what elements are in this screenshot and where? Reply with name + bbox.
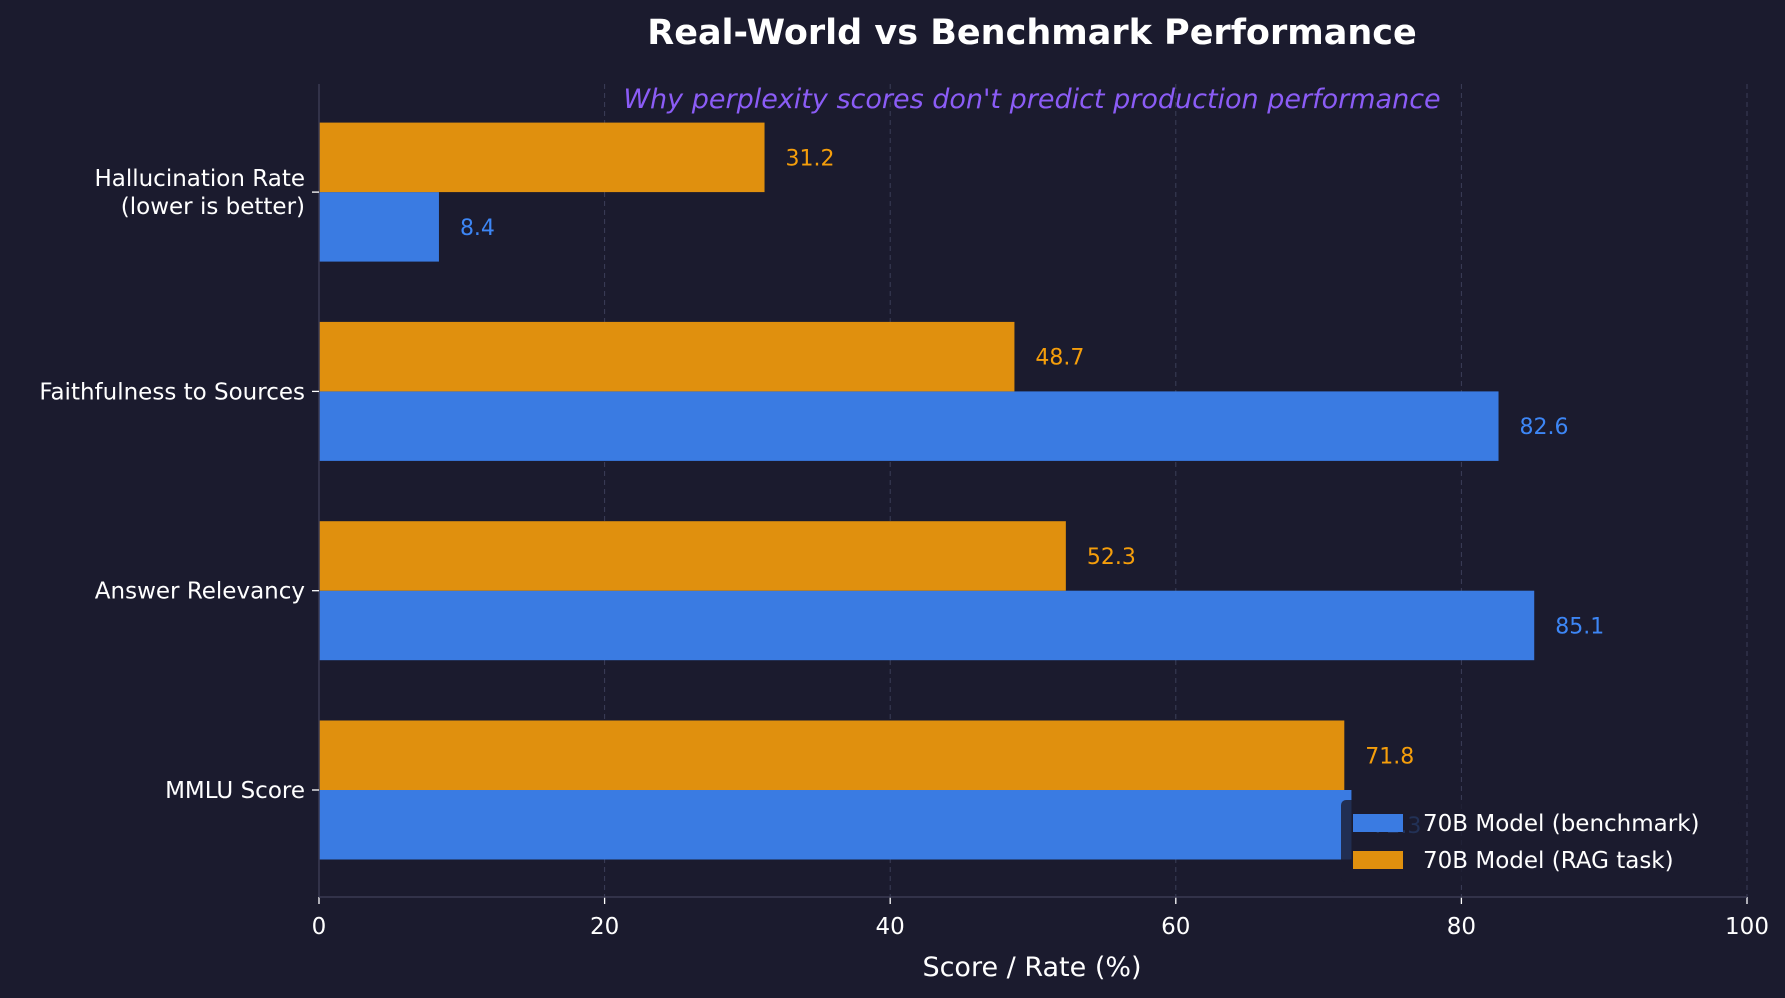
legend-label: 70B Model (RAG task) xyxy=(1423,848,1674,874)
legend: 70B Model (benchmark) 70B Model (RAG task… xyxy=(1341,800,1739,882)
x-tick-label: 100 xyxy=(1725,914,1769,940)
y-tick-label: Faithfulness to Sources xyxy=(39,379,305,405)
bar xyxy=(319,391,1499,461)
x-tick-label: 40 xyxy=(876,914,905,940)
chart-subtitle: Why perplexity scores don't predict prod… xyxy=(623,84,1440,115)
axes: 0 20 40 60 80 100 MMLU Score Answer Relevancy Fa… xyxy=(39,84,1769,940)
bar xyxy=(319,321,1015,392)
x-axis-label: Score / Rate (%) xyxy=(922,952,1141,983)
bar xyxy=(319,790,1352,860)
bar xyxy=(319,720,1345,790)
x-tick-label: 60 xyxy=(1161,914,1190,940)
bar-value-label: 71.8 xyxy=(1365,744,1414,769)
x-tick-label: 80 xyxy=(1447,914,1476,940)
bar-value-label: 31.2 xyxy=(786,146,835,171)
bar-value-label: 8.4 xyxy=(460,216,495,241)
bar xyxy=(319,192,439,262)
legend-label: 70B Model (benchmark) xyxy=(1423,811,1700,837)
x-tick-label: 0 xyxy=(312,914,327,940)
bar-value-label: 85.1 xyxy=(1555,614,1604,639)
legend-swatch xyxy=(1353,814,1403,832)
bar-value-label: 52.3 xyxy=(1087,545,1136,570)
legend-swatch xyxy=(1353,851,1403,869)
y-tick-label: MMLU Score xyxy=(165,778,305,804)
y-tick-label: Answer Relevancy xyxy=(95,579,305,605)
bar-value-label: 82.6 xyxy=(1520,415,1569,440)
y-tick-label: Hallucination Rate (lower is better) xyxy=(94,166,305,220)
bar-value-label: 48.7 xyxy=(1035,346,1084,371)
bars xyxy=(319,122,1535,860)
chart-title: Real-World vs Benchmark Performance xyxy=(647,13,1416,53)
bar xyxy=(319,122,765,193)
bar xyxy=(319,521,1066,591)
legend-box xyxy=(1341,800,1739,882)
x-tick-label: 20 xyxy=(590,914,619,940)
bar xyxy=(319,590,1535,661)
